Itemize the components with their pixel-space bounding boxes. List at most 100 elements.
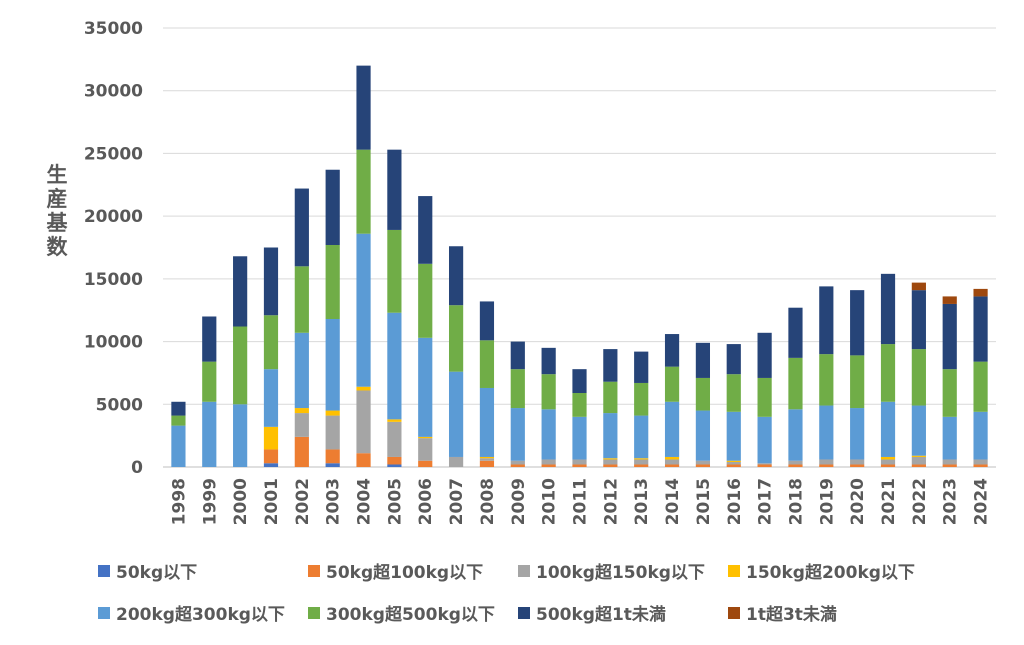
bar-segment — [850, 290, 865, 356]
y-tick-label: 35000 — [84, 19, 143, 39]
bar-segment — [479, 456, 495, 459]
bar-segment — [603, 413, 618, 459]
bar-segment — [171, 401, 186, 416]
bar-segment — [356, 390, 371, 454]
bar-segment — [726, 461, 741, 465]
legend-item: 200kg超300kg以下 — [98, 600, 285, 625]
bar-segment — [942, 369, 957, 417]
x-tick-label: 2013 — [632, 478, 652, 525]
x-tick-label: 2015 — [694, 478, 714, 525]
legend-item: 100kg超150kg以下 — [518, 558, 705, 583]
bar-segment — [448, 305, 464, 372]
x-tick-label: 2020 — [848, 478, 868, 525]
bar-segment — [603, 464, 618, 467]
bar-segment — [325, 169, 340, 245]
bar-segment — [634, 459, 649, 465]
y-tick-label: 15000 — [84, 270, 143, 290]
bar-segment — [418, 436, 433, 439]
bar-segment — [726, 374, 741, 412]
bar-segment — [757, 416, 772, 464]
bar-segment — [973, 459, 988, 465]
bar-segment — [603, 349, 618, 382]
bar-segment — [479, 340, 495, 388]
bar-segment — [973, 288, 988, 297]
bar-segment — [664, 456, 680, 460]
bar-segment — [418, 438, 433, 461]
x-tick-label: 1998 — [169, 478, 189, 525]
bar-segment — [325, 415, 340, 450]
x-tick-label: 2022 — [910, 478, 930, 525]
bar-segment — [880, 456, 896, 460]
y-tick-label: 10000 — [84, 333, 143, 353]
bar-segment — [695, 410, 711, 461]
x-tick-label: 2017 — [756, 478, 776, 525]
x-tick-label: 2007 — [447, 478, 467, 525]
bar-segment — [572, 392, 587, 417]
bar-segment — [541, 409, 556, 460]
bar-segment — [263, 426, 279, 450]
x-tick-label: 2012 — [601, 478, 621, 525]
bar-segment — [973, 464, 988, 467]
bar-segment — [448, 246, 464, 306]
bar-segment — [634, 351, 649, 383]
bar-segment — [664, 334, 680, 367]
bar-segment — [819, 286, 834, 355]
x-tick-label: 2016 — [725, 478, 745, 525]
bar-segment — [819, 354, 834, 406]
legend-item: 300kg超500kg以下 — [308, 600, 495, 625]
legend-swatch — [728, 564, 740, 577]
bar-segment — [880, 464, 896, 467]
bar-segment — [788, 307, 803, 358]
bar-segment — [880, 344, 896, 402]
bar-segment — [171, 425, 186, 467]
bar-segment — [541, 464, 556, 467]
bar-segment — [695, 460, 711, 465]
bar-segment — [819, 464, 834, 467]
bar-segment — [387, 464, 402, 467]
bar-segment — [356, 386, 371, 391]
bar-segment — [294, 332, 309, 409]
bar-segment — [757, 332, 772, 378]
bar-segment — [911, 456, 926, 465]
bar-segment — [325, 449, 340, 464]
bar-segment — [664, 464, 680, 467]
bar-segment — [819, 405, 834, 460]
bar-segment — [202, 361, 217, 402]
bar-segment — [418, 196, 433, 264]
bar-segment — [788, 464, 803, 467]
y-tick-label: 5000 — [96, 395, 143, 415]
bar-segment — [171, 415, 186, 426]
x-tick-label: 2008 — [478, 478, 498, 525]
y-axis-title: 生産基数 — [47, 163, 69, 259]
legend-swatch — [98, 564, 110, 577]
legend-label: 200kg超300kg以下 — [116, 605, 285, 625]
y-tick-label: 25000 — [84, 144, 143, 164]
bar-segment — [603, 459, 618, 465]
bar-segment — [294, 266, 309, 333]
bar-segment — [757, 464, 772, 467]
bar-segment — [942, 459, 957, 465]
bar-segment — [819, 459, 834, 465]
bar-segment — [294, 188, 309, 267]
bar-segment — [263, 369, 279, 427]
bar-segment — [479, 387, 495, 457]
y-tick-label: 20000 — [84, 207, 143, 227]
bar-segment — [418, 337, 433, 437]
bar-segment — [911, 464, 926, 467]
legend-swatch — [308, 564, 320, 577]
legend-swatch — [308, 606, 320, 619]
bar-segment — [634, 415, 649, 459]
x-tick-label: 2021 — [879, 478, 899, 525]
legend-label: 100kg超150kg以下 — [536, 563, 705, 583]
y-tick-label: 30000 — [84, 82, 143, 102]
bar-segment — [202, 316, 217, 362]
bar-segment — [510, 341, 525, 370]
legend-label: 300kg超500kg以下 — [326, 605, 495, 625]
x-tick-label: 2009 — [509, 478, 529, 525]
bar-segment — [911, 290, 926, 350]
legend-label: 150kg超200kg以下 — [746, 563, 915, 583]
x-tick-label: 2003 — [324, 478, 344, 525]
bar-segment — [726, 464, 741, 467]
x-tick-label: 2019 — [817, 478, 837, 525]
